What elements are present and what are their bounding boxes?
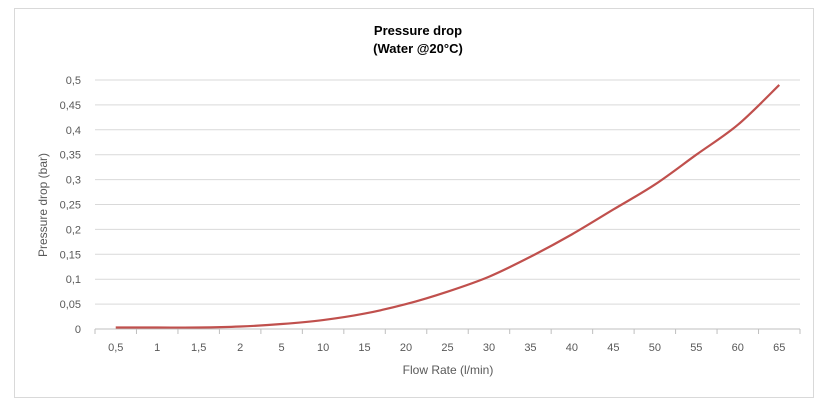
chart-subtitle: (Water @20°C) [373, 41, 463, 56]
x-tick-label: 40 [566, 342, 578, 354]
x-tick-label: 20 [400, 342, 412, 354]
x-tick-label: 10 [317, 342, 329, 354]
y-tick-label: 0,1 [66, 274, 81, 286]
x-tick-label: 55 [690, 342, 702, 354]
x-tick-label: 15 [358, 342, 370, 354]
y-tick-label: 0,25 [60, 200, 81, 212]
x-tick-label: 1,5 [191, 342, 206, 354]
x-tick-label: 65 [773, 342, 785, 354]
y-tick-label: 0,3 [66, 175, 81, 187]
x-tick-label: 1 [154, 342, 160, 354]
x-tick-label: 0,5 [108, 342, 123, 354]
x-tick-label: 50 [649, 342, 661, 354]
y-tick-label: 0,35 [60, 150, 81, 162]
y-tick-label: 0,15 [60, 249, 81, 261]
y-tick-label: 0,5 [66, 75, 81, 87]
x-tick-label: 30 [483, 342, 495, 354]
y-axis-label: Pressure drop (bar) [36, 153, 50, 257]
x-tick-label: 5 [279, 342, 285, 354]
x-tick-label: 35 [524, 342, 536, 354]
chart-frame [14, 8, 814, 398]
y-tick-label: 0,45 [60, 100, 81, 112]
chart-title: Pressure drop [374, 23, 462, 38]
x-tick-label: 45 [607, 342, 619, 354]
series-line [115, 84, 781, 329]
y-tick-label: 0 [75, 324, 81, 336]
y-tick-label: 0,05 [60, 299, 81, 311]
x-axis-label: Flow Rate (l/min) [403, 363, 494, 377]
y-tick-label: 0,2 [66, 224, 81, 236]
x-tick-label: 2 [237, 342, 243, 354]
x-tick-label: 25 [441, 342, 453, 354]
x-tick-label: 60 [732, 342, 744, 354]
y-tick-label: 0,4 [66, 125, 81, 137]
